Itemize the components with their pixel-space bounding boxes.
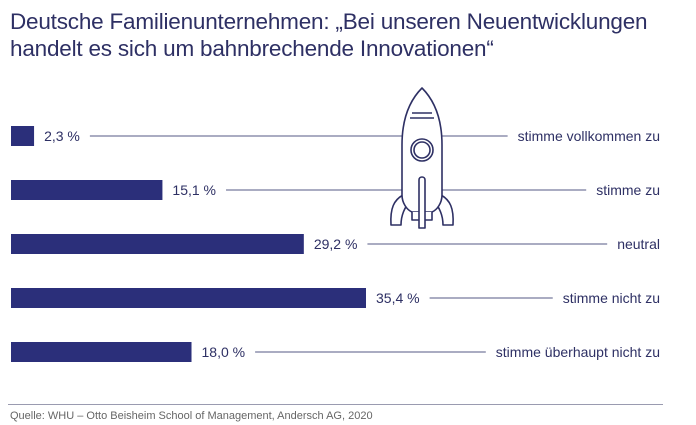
bar <box>11 234 304 254</box>
bar-row: 2,3 % stimme vollkommen zu <box>11 126 660 146</box>
source-note: Quelle: WHU – Otto Beisheim School of Ma… <box>10 410 373 422</box>
rocket-icon <box>390 87 454 229</box>
category-label: stimme nicht zu <box>563 290 660 306</box>
bar-row: 15,1 % stimme zu <box>11 180 660 200</box>
bar-row: 35,4 % stimme nicht zu <box>11 288 660 308</box>
footer-divider <box>8 404 663 405</box>
chart-title: Deutsche Familienunternehmen: „Bei unser… <box>10 9 648 61</box>
value-label: 15,1 % <box>172 182 216 198</box>
category-label: stimme überhaupt nicht zu <box>496 344 660 360</box>
category-label: stimme vollkommen zu <box>518 128 660 144</box>
bar <box>11 342 192 362</box>
value-label: 29,2 % <box>314 236 358 252</box>
bar-row: 18,0 % stimme überhaupt nicht zu <box>11 342 660 362</box>
category-label: stimme zu <box>596 182 660 198</box>
bar <box>11 126 35 146</box>
category-label: neutral <box>617 236 660 252</box>
bar-chart: 2,3 % stimme vollkommen zu 15,1 % stimme zu… <box>11 87 660 362</box>
bar <box>11 288 366 308</box>
bar-row: 29,2 % neutral <box>11 234 660 254</box>
value-label: 18,0 % <box>202 344 246 360</box>
value-label: 35,4 % <box>376 290 420 306</box>
bar <box>11 180 163 200</box>
value-label: 2,3 % <box>44 128 80 144</box>
